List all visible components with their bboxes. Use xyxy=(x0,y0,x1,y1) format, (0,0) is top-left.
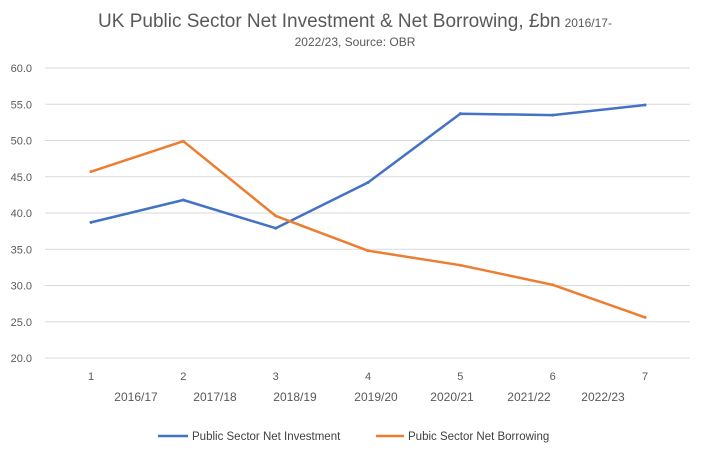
series-line-0 xyxy=(89,103,647,230)
series-line-1 xyxy=(89,139,647,319)
data-point xyxy=(643,315,647,319)
chart-title-main: UK Public Sector Net Investment & Net Bo… xyxy=(98,11,561,32)
period-label: 2017/18 xyxy=(193,390,237,404)
data-point xyxy=(89,220,93,224)
chart-title-line2: 2022/23, Source: OBR xyxy=(295,35,416,49)
x-tick-label: 5 xyxy=(457,371,463,383)
data-point xyxy=(181,139,185,143)
data-point xyxy=(274,226,278,230)
x-axis-ticks: 1 2 3 4 5 6 7 2016/17 2017/18 2018/19 2019/20 2020/… xyxy=(88,371,648,404)
data-point xyxy=(89,170,93,174)
period-label: 2016/17 xyxy=(114,390,158,404)
period-label: 2018/19 xyxy=(273,390,317,404)
y-tick-label: 55.0 xyxy=(11,99,32,111)
gridlines xyxy=(45,67,690,359)
data-point xyxy=(181,198,185,202)
period-label: 2022/23 xyxy=(581,390,625,404)
period-label: 2020/21 xyxy=(430,390,474,404)
x-tick-label: 1 xyxy=(88,371,94,383)
data-point xyxy=(366,249,370,253)
legend-label: Public Sector Net Investment xyxy=(192,431,341,443)
period-label: 2019/20 xyxy=(354,390,398,404)
data-point xyxy=(551,283,555,287)
data-point xyxy=(458,263,462,267)
legend: Public Sector Net Investment Pubic Sector… xyxy=(158,431,549,443)
y-tick-label: 40.0 xyxy=(11,208,32,220)
legend-label: Pubic Sector Net Borrowing xyxy=(408,431,549,443)
y-tick-label: 60.0 xyxy=(11,63,32,75)
data-point xyxy=(643,103,647,107)
data-point xyxy=(458,112,462,116)
data-point xyxy=(274,214,278,218)
chart-title: UK Public Sector Net Investment & Net Bo… xyxy=(98,11,612,32)
data-point xyxy=(366,181,370,185)
y-tick-label: 45.0 xyxy=(11,172,32,184)
series-layer xyxy=(89,103,647,319)
y-tick-label: 20.0 xyxy=(11,353,32,365)
y-tick-label: 50.0 xyxy=(11,136,32,148)
x-tick-label: 3 xyxy=(273,371,279,383)
x-tick-label: 4 xyxy=(365,371,371,383)
period-label: 2021/22 xyxy=(507,390,551,404)
y-tick-label: 25.0 xyxy=(11,317,32,329)
x-tick-label: 6 xyxy=(550,371,556,383)
y-tick-label: 30.0 xyxy=(11,281,32,293)
y-axis-ticks: 20.0 25.0 30.0 35.0 40.0 45.0 50.0 55.0 60.0 xyxy=(11,63,32,365)
y-tick-label: 35.0 xyxy=(11,244,32,256)
chart-title-small: 2016/17- xyxy=(565,16,612,30)
x-tick-label: 7 xyxy=(642,371,648,383)
x-tick-label: 2 xyxy=(180,371,186,383)
data-point xyxy=(551,113,555,117)
